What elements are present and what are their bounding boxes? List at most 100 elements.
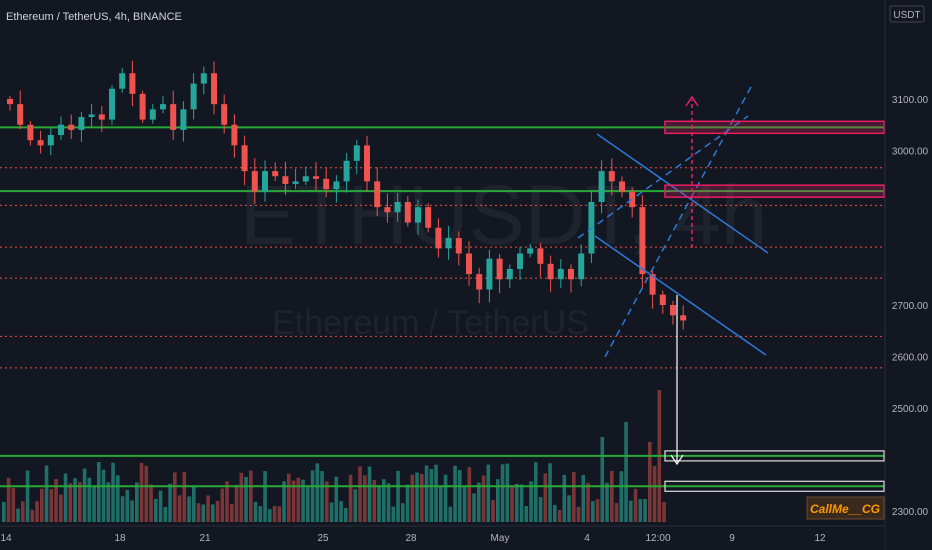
candle-body	[557, 268, 564, 280]
volume-bar	[557, 509, 562, 522]
price-tick-label: 2700.00	[892, 301, 929, 312]
volume-bar	[529, 481, 533, 522]
volume-bar	[505, 463, 510, 522]
volume-bar	[111, 462, 115, 522]
price-tick-label: 2300.00	[892, 507, 929, 518]
volume-bar	[386, 483, 391, 522]
volume-bar	[548, 463, 552, 522]
volume-bar	[244, 476, 248, 522]
candle-body	[262, 171, 268, 192]
volume-bar	[230, 503, 234, 522]
time-tick-label: 28	[405, 533, 417, 544]
volume-bar	[553, 504, 557, 522]
candle-body	[394, 202, 401, 213]
time-axis-bg	[0, 526, 885, 550]
candle-body	[47, 135, 54, 146]
volume-bar	[301, 479, 305, 522]
volume-bar	[543, 473, 548, 522]
candle-body	[486, 258, 493, 290]
volume-bar	[130, 500, 134, 522]
volume-bar	[116, 475, 120, 522]
volume-bar	[168, 483, 172, 522]
volume-bar	[453, 465, 457, 522]
volume-bar	[382, 479, 386, 522]
candle-body	[415, 207, 421, 223]
volume-bar	[35, 501, 39, 522]
volume-bar	[595, 499, 600, 522]
candle-body	[292, 181, 299, 184]
signature-box: CallMe__CG	[806, 496, 885, 520]
time-tick-label: 9	[729, 533, 735, 544]
volume-bar	[467, 467, 472, 522]
candle-body	[211, 73, 217, 105]
volume-bar	[144, 465, 149, 522]
volume-bar	[40, 488, 44, 522]
candle-body	[88, 114, 95, 118]
volume-bar	[239, 472, 244, 522]
candle-body	[466, 253, 472, 275]
volume-bar	[434, 464, 438, 522]
signature-text: CallMe__CG	[810, 502, 880, 516]
candle-body	[608, 171, 615, 182]
volume-bar	[534, 462, 538, 522]
candle-body	[323, 178, 330, 190]
volume-bar	[253, 501, 258, 522]
volume-bar	[225, 481, 229, 522]
volume-bar	[391, 506, 396, 522]
volume-bar	[572, 472, 576, 522]
candle-body	[282, 176, 289, 184]
candle-body	[384, 207, 391, 213]
chart-title: Ethereum / TetherUS, 4h, BINANCE	[6, 11, 182, 23]
watermark: ETHUSDT, 4h Ethereum / TetherUS	[240, 168, 767, 342]
volume-bar	[192, 485, 196, 522]
volume-bar	[633, 488, 638, 522]
price-levels	[0, 126, 884, 488]
volume-bar	[59, 494, 63, 522]
volume-bar	[101, 469, 106, 522]
volume-bar	[429, 469, 434, 522]
volume-bar	[196, 503, 201, 522]
volume-bar	[424, 465, 429, 522]
volume-bar	[448, 506, 453, 522]
price-tick-label: 3000.00	[892, 147, 929, 158]
candle-body	[619, 181, 625, 192]
volume-bar	[263, 471, 267, 522]
time-axis[interactable]: 14 18 21 25 28 May 4 12:00 9 12	[0, 525, 885, 550]
volume-bar	[21, 501, 25, 522]
candle-body	[374, 181, 381, 208]
volume-bars	[2, 390, 666, 522]
volume-bar	[515, 483, 519, 522]
target-box-2348	[664, 480, 885, 492]
candle-body	[435, 227, 442, 249]
candle-body	[17, 104, 24, 125]
volume-bar	[277, 506, 282, 522]
candle-body	[506, 268, 513, 280]
currency-button[interactable]: USDT	[889, 5, 925, 23]
volume-bar	[306, 486, 310, 522]
volume-bar	[510, 485, 514, 522]
candle-body	[27, 124, 34, 141]
price-axis[interactable]: 3100.00 3000.00 2700.00 2600.00 2500.00 2300.…	[884, 0, 932, 550]
volume-bar	[581, 474, 586, 522]
volume-bar	[662, 502, 666, 522]
volume-bar	[610, 470, 614, 522]
volume-bar	[348, 474, 353, 522]
volume-bar	[562, 474, 567, 522]
time-tick-label: 25	[317, 533, 329, 544]
candle-body	[680, 315, 687, 321]
candle-body	[119, 73, 126, 89]
volume-bar	[158, 490, 163, 522]
volume-bar	[372, 480, 377, 522]
volume-bar	[87, 477, 92, 522]
candle-body	[139, 93, 146, 120]
volume-bar	[206, 495, 210, 522]
candle-body	[598, 171, 605, 202]
volume-bar	[63, 473, 68, 522]
volume-bar	[135, 482, 139, 522]
volume-bar	[220, 488, 225, 522]
volume-bar	[538, 497, 543, 522]
volume-bar	[78, 482, 82, 522]
volume-bar	[353, 489, 358, 522]
target-box-3045	[664, 120, 885, 135]
